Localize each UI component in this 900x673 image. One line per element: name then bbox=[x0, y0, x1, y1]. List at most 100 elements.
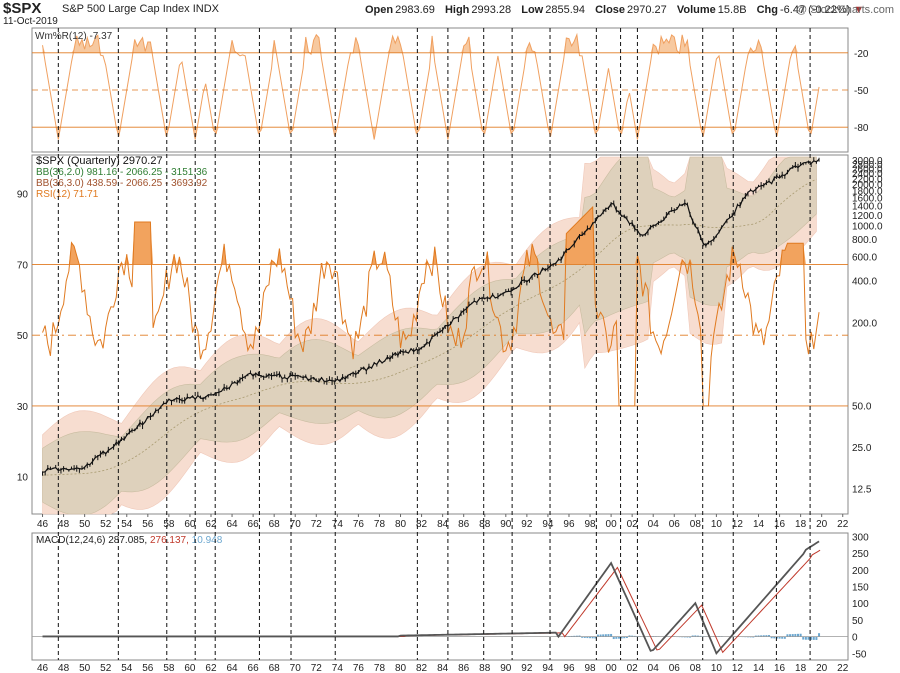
price-tick-label: 2800.0 bbox=[852, 160, 883, 171]
x-tick-label-bottom: 88 bbox=[479, 663, 491, 673]
x-tick-label-bottom: 50 bbox=[79, 663, 91, 673]
macd-tick-label: 50 bbox=[852, 616, 864, 627]
x-tick-label-bottom: 04 bbox=[648, 663, 660, 673]
price-tick-label: 25.0 bbox=[852, 443, 872, 454]
security-title: S&P 500 Large Cap Index bbox=[62, 3, 190, 15]
close-value: 2970.27 bbox=[627, 4, 667, 16]
x-tick-label: 52 bbox=[100, 519, 112, 530]
chg-label: Chg bbox=[756, 4, 778, 16]
x-tick-label-bottom: 00 bbox=[606, 663, 618, 673]
macd-legend-part: 276.137, bbox=[147, 535, 189, 546]
price-tick-label: 3000.0 bbox=[852, 156, 883, 167]
x-tick-label: 58 bbox=[163, 519, 175, 530]
wm-line bbox=[42, 32, 820, 140]
price-tick-label: 2000.0 bbox=[852, 180, 883, 191]
macd-legend-part: 287.085, bbox=[105, 535, 147, 546]
x-tick-label: 82 bbox=[416, 519, 428, 530]
security-name: S&P 500 Large Cap Index INDX bbox=[62, 3, 219, 15]
x-tick-label-bottom: 68 bbox=[269, 663, 281, 673]
ohlc-readout: Open 2983.69 High 2993.28 Low 2855.94 Close… bbox=[365, 4, 864, 16]
rsi-tick-label: 50 bbox=[17, 331, 29, 342]
wm-tick-label: -50 bbox=[854, 86, 869, 97]
x-tick-label-bottom: 10 bbox=[711, 663, 723, 673]
macd-legend: MACD(12,24,6) 287.085, 276.137, 10.948 bbox=[36, 535, 223, 546]
macd-tick-label: 100 bbox=[852, 599, 869, 610]
x-tick-label: 84 bbox=[437, 519, 449, 530]
x-tick-label-bottom: 60 bbox=[184, 663, 196, 673]
macd-legend-part: 10.948 bbox=[189, 535, 223, 546]
x-tick-label-bottom: 86 bbox=[458, 663, 470, 673]
price-tick-label: 12.5 bbox=[852, 485, 872, 496]
x-tick-label: 54 bbox=[121, 519, 133, 530]
x-tick-label-bottom: 08 bbox=[690, 663, 702, 673]
x-tick-label-bottom: 64 bbox=[226, 663, 238, 673]
x-tick-label: 68 bbox=[269, 519, 281, 530]
down-arrow-icon: ▼ bbox=[853, 4, 865, 16]
x-tick-label: 00 bbox=[606, 519, 618, 530]
rsi-tick-label: 30 bbox=[17, 402, 29, 413]
macd-tick-label: 300 bbox=[852, 532, 869, 543]
x-tick-label-bottom: 20 bbox=[816, 663, 828, 673]
x-tick-label-bottom: 58 bbox=[163, 663, 175, 673]
x-tick-label-bottom: 70 bbox=[290, 663, 302, 673]
x-tick-label-bottom: 94 bbox=[542, 663, 554, 673]
x-tick-label-bottom: 52 bbox=[100, 663, 112, 673]
macd-tick-label: 150 bbox=[852, 582, 869, 593]
x-tick-label: 46 bbox=[37, 519, 49, 530]
close-label: Close bbox=[595, 4, 626, 16]
x-tick-label-bottom: 98 bbox=[584, 663, 596, 673]
price-tick-label: 2200.0 bbox=[852, 174, 883, 185]
open-value: 2983.69 bbox=[395, 4, 435, 16]
price-tick-label: 2600.0 bbox=[852, 164, 883, 175]
x-tick-label-bottom: 78 bbox=[374, 663, 386, 673]
x-tick-label: 08 bbox=[690, 519, 702, 530]
x-tick-label-bottom: 46 bbox=[37, 663, 49, 673]
low-value: 2855.94 bbox=[545, 4, 585, 16]
wm-tick-label: -80 bbox=[854, 123, 869, 134]
x-tick-label-bottom: 82 bbox=[416, 663, 428, 673]
price-legend-item: BB(36,3.0) 438.59 - 2066.25 - 3693.92 bbox=[36, 178, 208, 189]
x-tick-label-bottom: 72 bbox=[311, 663, 323, 673]
price-tick-label: 1400.0 bbox=[852, 202, 883, 213]
price-legend-item: BB(36,2.0) 981.16 - 2066.25 - 3151.36 bbox=[36, 167, 208, 178]
x-tick-label: 20 bbox=[816, 519, 828, 530]
macd-tick-label: 250 bbox=[852, 549, 869, 560]
x-tick-label: 94 bbox=[542, 519, 554, 530]
x-tick-label: 06 bbox=[669, 519, 681, 530]
x-tick-label: 04 bbox=[648, 519, 660, 530]
x-tick-label: 62 bbox=[205, 519, 217, 530]
x-tick-label: 78 bbox=[374, 519, 386, 530]
x-tick-label: 64 bbox=[226, 519, 238, 530]
price-legend-item: $SPX (Quarterly) 2970.27 bbox=[36, 155, 163, 167]
x-tick-label: 70 bbox=[290, 519, 302, 530]
bb-midline bbox=[42, 178, 817, 476]
x-tick-label: 18 bbox=[795, 519, 807, 530]
stockcharts-watermark: @ StockCharts.com bbox=[796, 4, 894, 16]
x-tick-label-bottom: 56 bbox=[142, 663, 154, 673]
x-tick-label-bottom: 12 bbox=[732, 663, 744, 673]
x-tick-label: 60 bbox=[184, 519, 196, 530]
x-tick-label: 86 bbox=[458, 519, 470, 530]
open-label: Open bbox=[365, 4, 394, 16]
high-label: High bbox=[444, 4, 470, 16]
x-tick-label: 74 bbox=[332, 519, 344, 530]
x-tick-label: 90 bbox=[500, 519, 512, 530]
x-tick-label: 22 bbox=[837, 519, 849, 530]
rsi-tick-label: 70 bbox=[17, 260, 29, 271]
price-tick-label: 1000.0 bbox=[852, 222, 883, 233]
price-tick-label: 200.0 bbox=[852, 318, 877, 329]
x-tick-label-bottom: 48 bbox=[58, 663, 70, 673]
price-tick-label: 1600.0 bbox=[852, 194, 883, 205]
x-tick-label-bottom: 96 bbox=[563, 663, 575, 673]
x-tick-label: 16 bbox=[774, 519, 786, 530]
macd-legend-part: MACD(12,24,6) bbox=[36, 535, 105, 546]
x-tick-label: 92 bbox=[521, 519, 533, 530]
rsi-tick-label: 90 bbox=[17, 190, 29, 201]
x-tick-label: 02 bbox=[627, 519, 639, 530]
x-tick-label-bottom: 92 bbox=[521, 663, 533, 673]
x-tick-label-bottom: 54 bbox=[121, 663, 133, 673]
price-line bbox=[42, 158, 820, 473]
rsi-tick-label: 10 bbox=[17, 473, 29, 484]
x-tick-label: 88 bbox=[479, 519, 491, 530]
